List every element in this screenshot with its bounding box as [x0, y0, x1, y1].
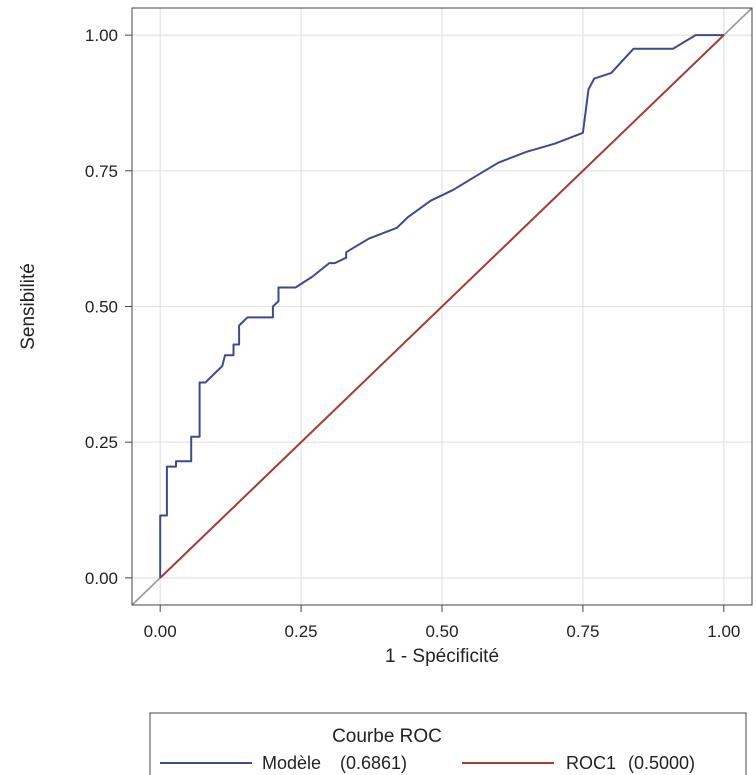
x-tick-label: 0.50	[425, 622, 458, 641]
legend-auc-value: (0.5000)	[628, 753, 695, 773]
y-tick-label: 0.00	[85, 569, 118, 588]
grid-lines	[132, 8, 752, 605]
x-tick-label: 0.00	[144, 622, 177, 641]
legend-box	[149, 712, 747, 775]
legend-title: Courbe ROC	[332, 726, 442, 747]
legend-label: ROC1	[566, 753, 616, 773]
y-tick-label: 0.50	[85, 298, 118, 317]
x-tick-label: 0.25	[285, 622, 318, 641]
y-tick-label: 0.25	[85, 433, 118, 452]
series-line	[159, 34, 725, 579]
y-axis: 0.00 0.25 0.50 0.75 1.00	[85, 26, 132, 588]
x-axis: 0.00 0.25 0.50 0.75 1.00	[144, 605, 740, 641]
legend-label: Modèle	[262, 753, 321, 773]
legend: Courbe ROC Modèle (0.6861) ROC1 (0.5000)	[149, 712, 747, 775]
x-axis-title: 1 - Spécificité	[385, 646, 499, 667]
y-axis-title: Sensibilité	[18, 263, 39, 350]
series-lines	[159, 34, 725, 579]
y-tick-label: 0.75	[85, 162, 118, 181]
series-line	[159, 34, 724, 578]
x-tick-label: 1.00	[707, 622, 740, 641]
y-tick-label: 1.00	[85, 26, 118, 45]
x-tick-label: 0.75	[566, 622, 599, 641]
legend-auc-value: (0.6861)	[340, 753, 407, 773]
